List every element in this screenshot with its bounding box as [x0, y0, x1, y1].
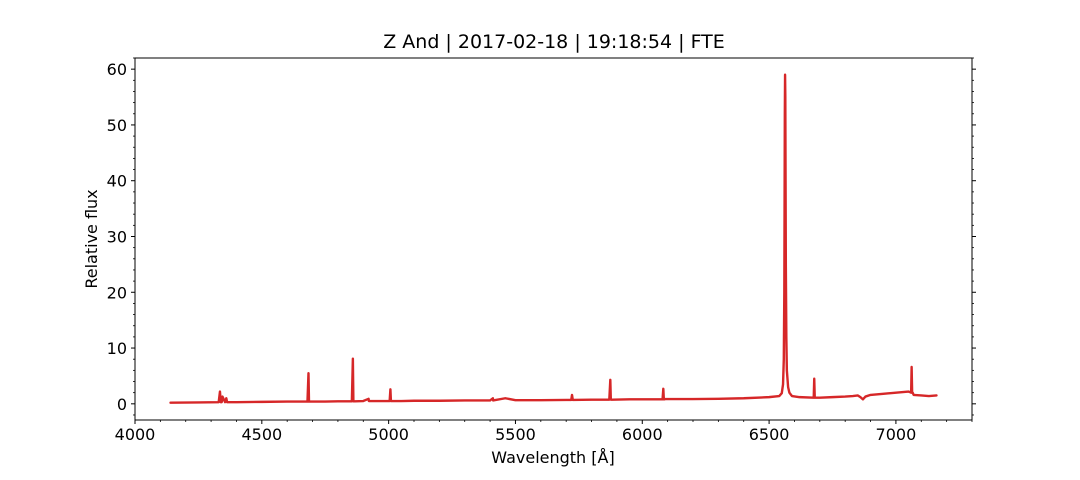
x-tick-label: 4000: [115, 425, 156, 444]
y-tick-label: 0: [117, 395, 127, 414]
y-tick-label: 30: [107, 227, 127, 246]
x-tick-label: 7000: [876, 425, 917, 444]
y-tick-label: 50: [107, 116, 127, 135]
x-tick-label: 5000: [368, 425, 409, 444]
y-tick-label: 20: [107, 283, 127, 302]
chart-title: Z And | 2017-02-18 | 19:18:54 | FTE: [383, 31, 725, 53]
plot-frame: [134, 57, 973, 421]
y-tick-label: 60: [107, 60, 127, 79]
x-axis-label: Wavelength [Å]: [491, 448, 614, 467]
y-tick-label: 10: [107, 339, 127, 358]
x-tick-label: 5500: [495, 425, 536, 444]
y-tick-label: 40: [107, 172, 127, 191]
x-axis-ticks: 4000 4500 5000 5500 6000 6500 7000: [115, 420, 917, 444]
y-axis-label: Relative flux: [82, 189, 101, 288]
spectrum-series-line: [169, 73, 938, 404]
x-tick-label: 6500: [749, 425, 790, 444]
y-minor-ticks: [133, 57, 974, 416]
x-tick-label: 6000: [622, 425, 663, 444]
x-tick-label: 4500: [241, 425, 282, 444]
y-axis-ticks: 0 10 20 30 40 50 60: [107, 60, 976, 414]
